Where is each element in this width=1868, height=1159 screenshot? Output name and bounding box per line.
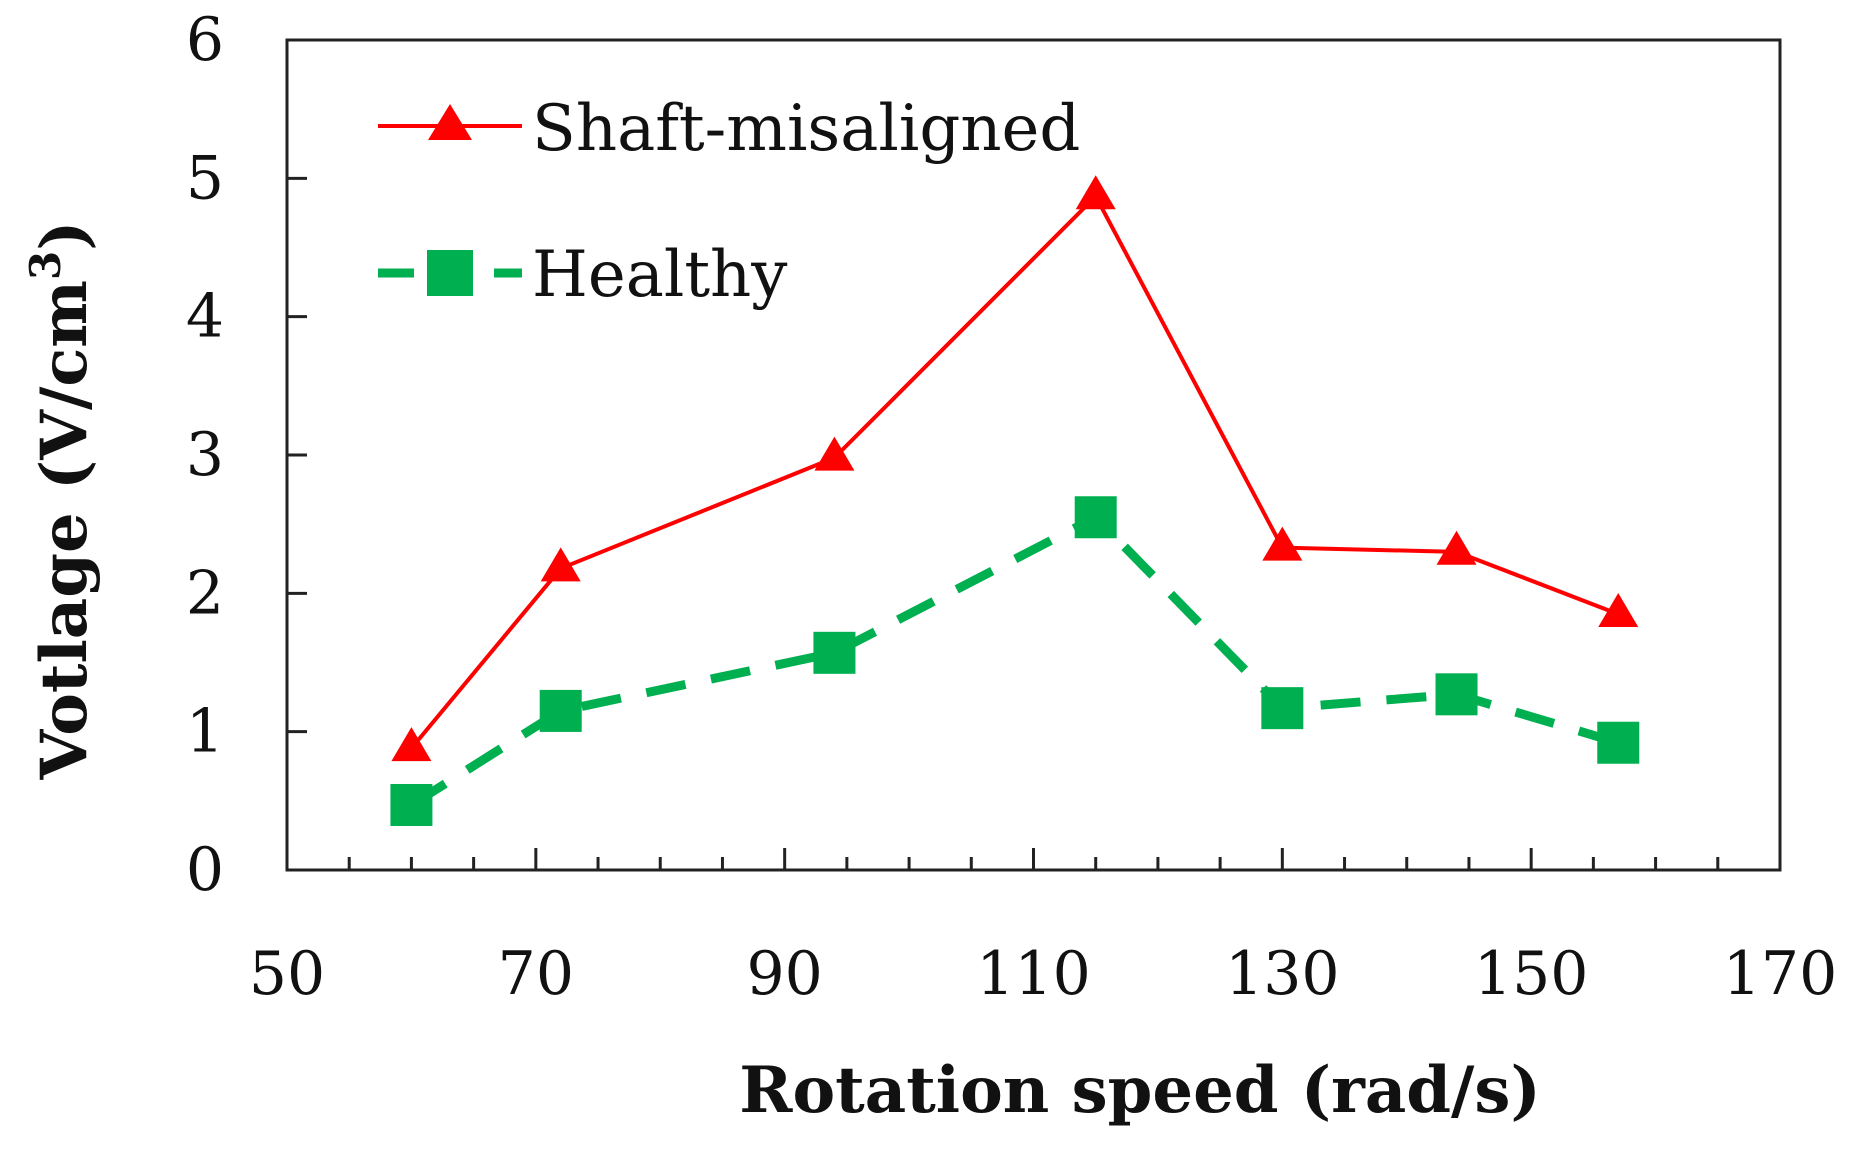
series-markers — [390, 175, 1640, 826]
x-axis-ticks — [285, 848, 1782, 870]
legend-label-healthy: Healthy — [532, 238, 787, 312]
x-tick-label-110: 110 — [976, 939, 1091, 1009]
x-tick-label-90: 90 — [746, 939, 822, 1009]
x-axis-title: Rotation speed (rad/s) — [739, 1053, 1540, 1128]
x-tick-label-170: 170 — [1723, 939, 1838, 1009]
y-tick-label-6: 6 — [186, 5, 224, 75]
y-axis-tick-labels: 0 1 2 3 4 5 6 — [186, 5, 224, 905]
point-healthy-6 — [1597, 721, 1640, 764]
legend-marker-shaft-misaligned — [428, 104, 472, 140]
y-axis-ticks — [287, 38, 307, 872]
legend: Shaft-misaligned Healthy — [378, 92, 1080, 312]
point-healthy-4 — [1261, 687, 1304, 730]
point-shaft-misaligned-6 — [1598, 593, 1639, 628]
y-tick-label-5: 5 — [186, 143, 224, 213]
point-shaft-misaligned-0 — [391, 727, 432, 762]
y-tick-label-1: 1 — [186, 697, 224, 767]
x-tick-label-70: 70 — [498, 939, 574, 1009]
x-tick-label-50: 50 — [249, 939, 325, 1009]
point-shaft-misaligned-1 — [540, 547, 581, 582]
y-axis-title: Votlage (V/cm3) — [21, 220, 102, 780]
y-tick-label-2: 2 — [186, 558, 224, 628]
point-shaft-misaligned-3 — [1075, 175, 1116, 210]
point-healthy-0 — [390, 783, 433, 826]
y-axis-title-close: ) — [27, 220, 102, 250]
point-healthy-5 — [1435, 673, 1478, 716]
point-healthy-2 — [813, 631, 856, 674]
y-axis-title-main: Votlage (V/cm — [27, 280, 102, 781]
y-tick-label-3: 3 — [186, 420, 224, 490]
x-tick-label-150: 150 — [1474, 939, 1589, 1009]
point-shaft-misaligned-5 — [1436, 530, 1477, 565]
legend-marker-healthy — [427, 250, 473, 296]
point-healthy-3 — [1074, 496, 1117, 539]
y-tick-label-0: 0 — [186, 835, 224, 905]
x-axis-tick-labels: 50 70 90 110 130 150 170 — [249, 939, 1837, 1009]
series-line-healthy — [409, 512, 1620, 809]
point-shaft-misaligned-4 — [1262, 526, 1303, 561]
y-axis-title-superscript: 3 — [21, 251, 70, 280]
point-shaft-misaligned-2 — [814, 436, 855, 471]
x-tick-label-130: 130 — [1225, 939, 1340, 1009]
y-tick-label-4: 4 — [186, 282, 224, 352]
legend-label-shaft-misaligned: Shaft-misaligned — [532, 92, 1080, 166]
point-healthy-1 — [539, 689, 582, 732]
